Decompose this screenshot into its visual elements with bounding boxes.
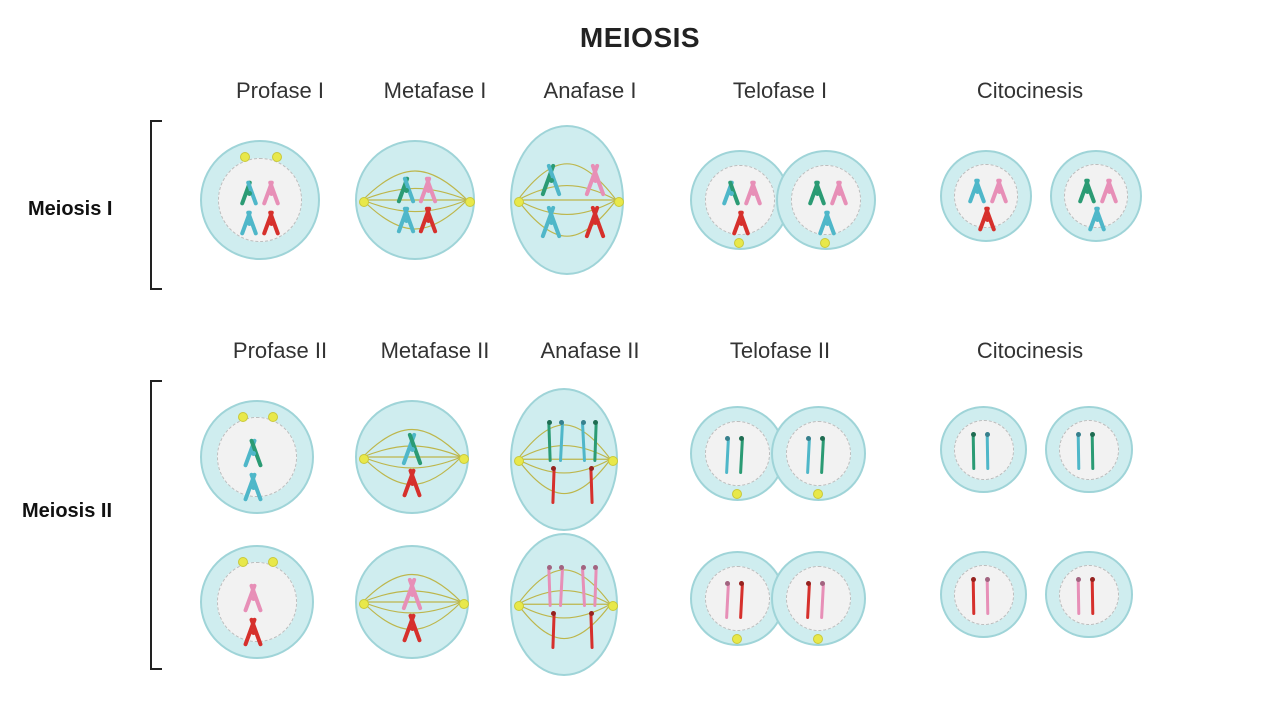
cell-diagram — [355, 140, 475, 260]
cell-diagram — [940, 150, 1142, 242]
phase-header: Profase I — [190, 78, 370, 104]
cell-diagram — [510, 388, 618, 531]
cell-diagram — [690, 150, 876, 250]
cell-diagram — [200, 545, 314, 659]
cell-diagram — [355, 545, 469, 659]
phase-header: Telofase II — [690, 338, 870, 364]
cell-diagram — [690, 406, 866, 501]
phase-header: Metafase I — [345, 78, 525, 104]
phase-header: Citocinesis — [940, 78, 1120, 104]
phase-header: Anafase II — [500, 338, 680, 364]
phase-header: Citocinesis — [940, 338, 1120, 364]
phase-header: Profase II — [190, 338, 370, 364]
cell-diagram — [510, 533, 618, 676]
phase-header: Telofase I — [690, 78, 870, 104]
cell-diagram — [510, 125, 624, 275]
cell-diagram — [940, 406, 1133, 493]
diagram-stage: Profase IMetafase IAnafase I Telofase I Ci… — [0, 0, 1280, 707]
cell-diagram — [355, 400, 469, 514]
cell-diagram — [200, 140, 320, 260]
cell-diagram — [940, 551, 1133, 638]
phase-header: Metafase II — [345, 338, 525, 364]
cell-diagram — [690, 551, 866, 646]
cell-diagram — [200, 400, 314, 514]
phase-header: Anafase I — [500, 78, 680, 104]
